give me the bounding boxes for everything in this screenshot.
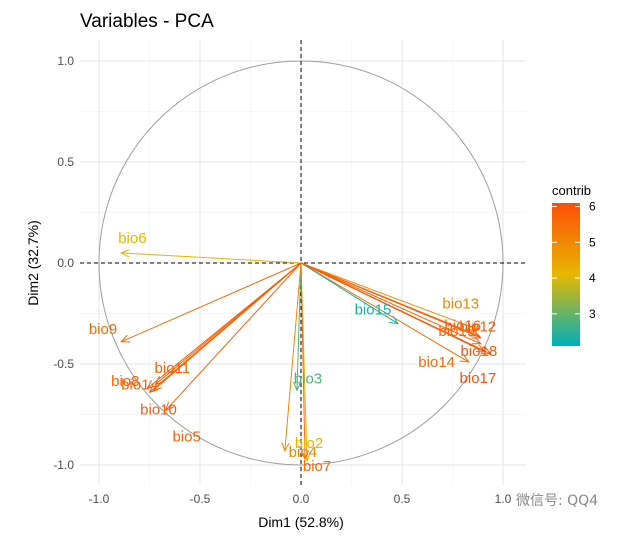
label-bio13: bio13: [442, 296, 479, 313]
label-bio4: bio4: [289, 444, 317, 461]
legend-colorbar: [552, 203, 580, 346]
label-bio16: bio16: [444, 318, 481, 335]
arrowhead-bio7: [300, 450, 310, 461]
arrow-bio13: [300, 262, 479, 331]
label-bio12: bio12: [459, 319, 496, 336]
arrowhead-bio14: [459, 354, 470, 363]
y-axis-title: Dim2 (32.7%): [25, 220, 41, 306]
x-axis-title: Dim1 (52.8%): [258, 514, 344, 530]
arrowhead-bio2: [302, 452, 311, 463]
arrowhead-bio10: [148, 383, 159, 394]
label-bio2: bio2: [295, 435, 323, 452]
arrow-bio14: [300, 262, 469, 363]
variable-arrows: [119, 249, 492, 463]
arrowhead-bio19: [471, 336, 482, 345]
arrowhead-bio5: [164, 401, 175, 412]
y-tick-label: 0.5: [57, 155, 74, 169]
label-bio14: bio14: [418, 354, 455, 371]
x-tick-label: 1.0: [495, 492, 512, 506]
label-bio17: bio17: [460, 370, 497, 387]
label-bio11: bio11: [155, 360, 191, 377]
label-bio19: bio19: [438, 323, 475, 340]
legend: contrib 6 5 4 3: [552, 183, 596, 346]
arrow-bio6: [121, 252, 302, 264]
variable-labels: bio1 bio2 bio3 bio4 bio5 bio6 bio7 bio8 bio9 bio1…: [89, 230, 497, 475]
arrowhead-bio9: [120, 334, 131, 343]
arrowhead-bio8: [146, 379, 157, 390]
label-bio1: bio1: [121, 376, 149, 393]
y-tick-label: 1.0: [57, 54, 74, 68]
legend-title: contrib: [552, 183, 591, 198]
legend-tick-label: 4: [589, 271, 596, 285]
arrow-bio11: [155, 262, 302, 385]
arrowhead-bio1: [152, 381, 163, 392]
arrow-bio18: [300, 262, 486, 353]
axes: -1.0 -0.5 0.0 0.5 1.0 1.0 0.5 0.0 -0.5 -1.0: [53, 40, 526, 506]
watermark: 微信号: QQ4: [516, 493, 598, 509]
x-tick-label: 0.5: [394, 492, 411, 506]
label-bio10: bio10: [140, 401, 177, 418]
arrowhead-bio16: [469, 328, 480, 337]
y-tick-label: -0.5: [53, 357, 74, 371]
x-tick-label: -1.0: [89, 492, 110, 506]
legend-tick-label: 3: [589, 307, 596, 321]
arrow-bio3: [296, 262, 302, 391]
arrow-bio9: [121, 262, 302, 343]
arrowhead-bio3: [293, 381, 302, 392]
label-bio3: bio3: [294, 370, 322, 387]
arrow-bio15: [300, 262, 399, 325]
legend-tick-label: 5: [589, 235, 596, 249]
label-bio18: bio18: [460, 343, 497, 360]
arrow-bio5: [165, 262, 302, 411]
arrowhead-bio17: [481, 346, 492, 355]
legend-tick-label: 6: [589, 200, 596, 214]
arrowhead-bio15: [388, 315, 399, 325]
arrowhead-bio11: [154, 375, 165, 385]
x-tick-label: -0.5: [190, 492, 211, 506]
arrow-bio7: [300, 262, 306, 459]
label-bio15: bio15: [355, 302, 392, 319]
label-bio9: bio9: [89, 321, 117, 338]
label-bio5: bio5: [172, 428, 200, 445]
chart-title: Variables - PCA: [80, 11, 214, 32]
arrow-bio16: [300, 262, 479, 337]
y-tick-label: -1.0: [53, 458, 74, 472]
label-bio8: bio8: [111, 373, 139, 390]
y-tick-label: 0.0: [57, 256, 74, 270]
label-bio6: bio6: [118, 230, 146, 247]
label-bio7: bio7: [303, 458, 331, 475]
arrowhead-bio4: [281, 442, 290, 453]
arrow-bio4: [284, 262, 302, 451]
arrowhead-bio6: [119, 249, 130, 258]
x-tick-label: 0.0: [293, 492, 310, 506]
arrow-bio19: [300, 262, 481, 345]
arrowhead-bio18: [475, 344, 486, 353]
